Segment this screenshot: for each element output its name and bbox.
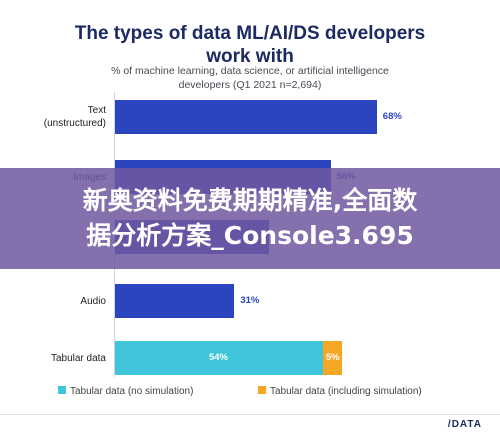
category-label-line: Text	[87, 105, 106, 116]
legend-label: Tabular data (no simulation)	[70, 386, 194, 397]
overlay-text-line-1: 新奥资料免费期期精准,全面数	[82, 186, 418, 215]
bar-segment	[115, 284, 235, 318]
bar-segment	[322, 341, 343, 375]
overlay-text-line-2: 据分析方案_Console3.695	[86, 221, 414, 250]
category-label: Audio	[0, 295, 106, 308]
legend-swatch	[58, 386, 66, 394]
legend-swatch	[258, 386, 266, 394]
legend-label: Tabular data (including simulation)	[270, 386, 422, 397]
chart-title-line: work with	[206, 46, 294, 67]
chart-title-line: The types of data ML/AI/DS developers	[74, 23, 426, 44]
bar-value-label: 54%	[208, 352, 228, 363]
legend-item-no-simulation: Tabular data (no simulation)	[58, 385, 193, 399]
bar-value-label: 31%	[240, 295, 260, 306]
chart-subtitle: % of machine learning, data science, or …	[0, 64, 500, 92]
footer-divider	[0, 414, 500, 415]
subtitle-line-1: % of machine learning, data science, or …	[111, 65, 389, 77]
category-label-line: Audio	[80, 295, 106, 307]
watermark-overlay-banner: 新奥资料免费期期精准,全面数 据分析方案_Console3.695	[0, 168, 500, 269]
legend-item-including-simulation: Tabular data (including simulation)	[258, 385, 422, 399]
bar-value-label: 68%	[382, 111, 402, 122]
brand-logo: /DATA	[447, 419, 482, 430]
bar-value-label: 5%	[325, 352, 340, 363]
category-label: Tabular data	[0, 352, 106, 365]
bar-segment	[115, 100, 377, 134]
category-label: Text (unstructured)	[0, 104, 106, 130]
category-label-line: Tabular data	[50, 352, 106, 364]
bar-segment	[115, 341, 323, 375]
subtitle-line-2: developers (Q1 2021 n=2,694)	[178, 79, 322, 91]
category-label-line: (unstructured)	[43, 118, 106, 129]
chart-title: The types of data ML/AI/DS developers wo…	[0, 22, 500, 68]
